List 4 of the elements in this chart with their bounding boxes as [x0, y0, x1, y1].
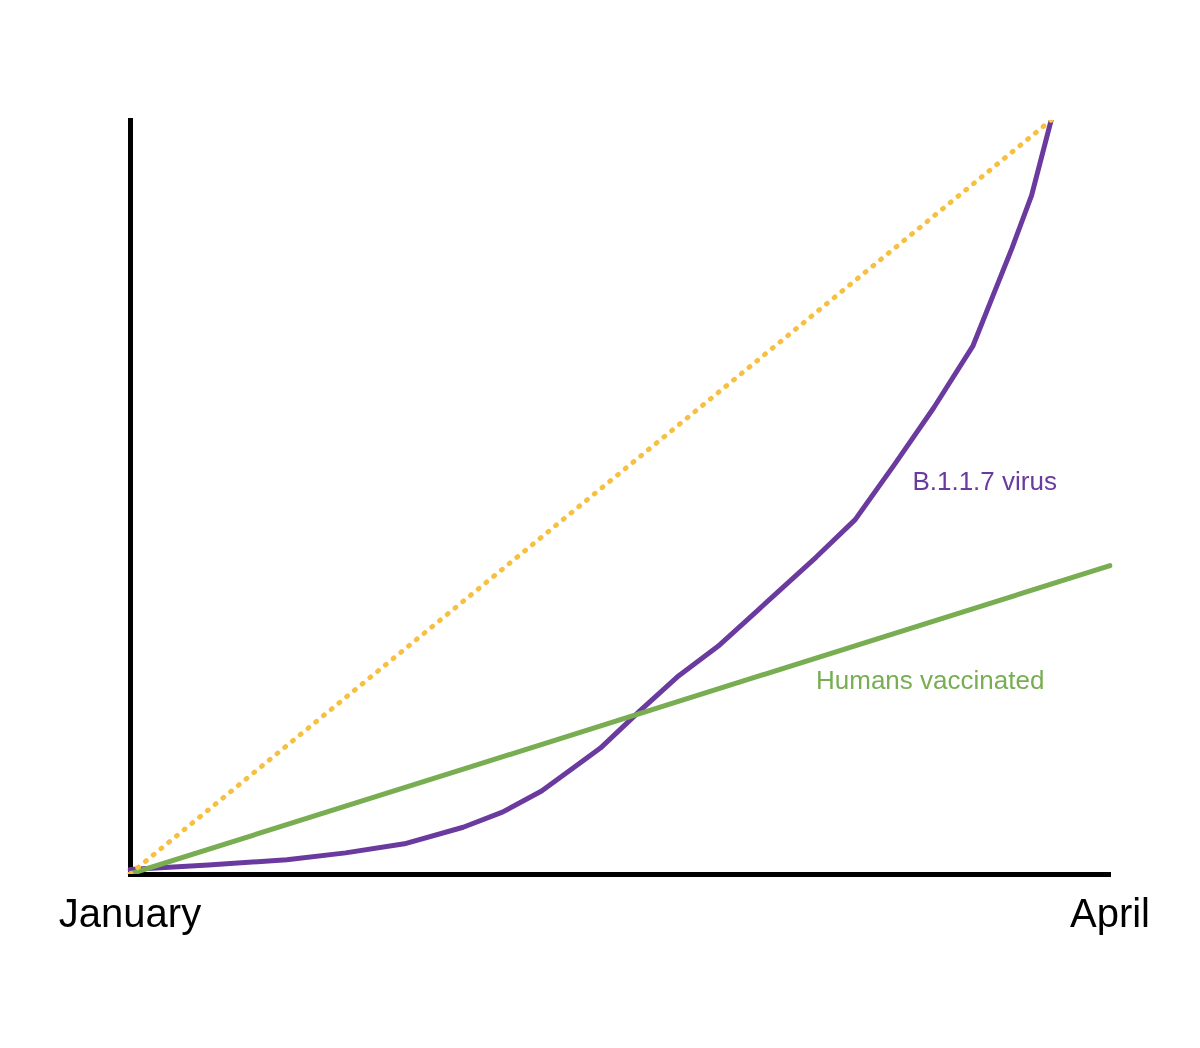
series-label: B.1.1.7 virus — [912, 465, 1057, 496]
x-tick-label: January — [58, 891, 202, 936]
series-label: Humans vaccinated — [816, 665, 1045, 696]
x-tick-label: April — [1069, 891, 1151, 936]
